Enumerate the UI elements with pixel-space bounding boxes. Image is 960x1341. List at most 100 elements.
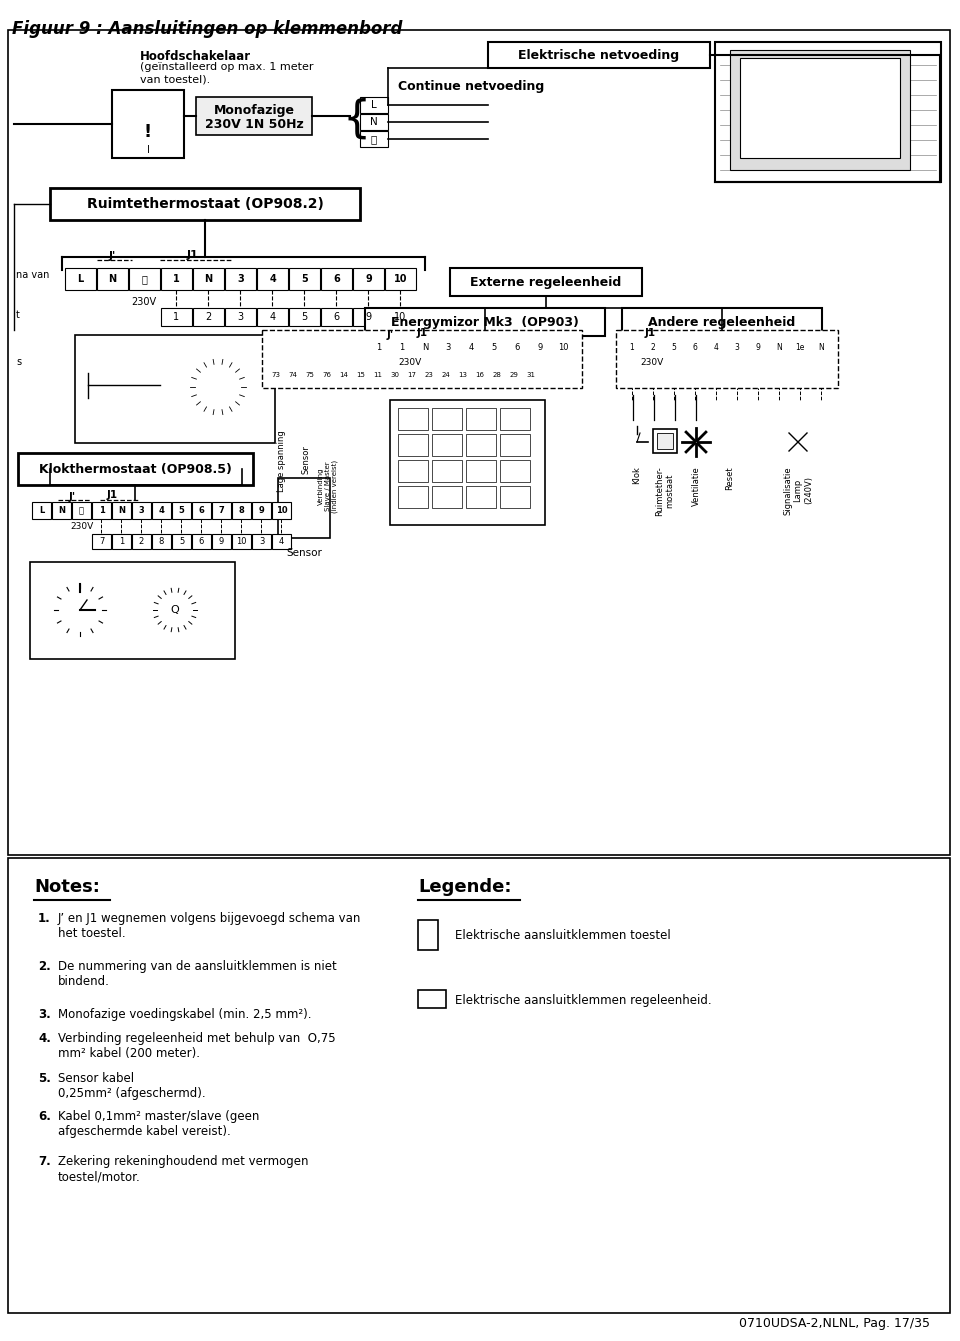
Text: 1: 1 xyxy=(376,342,382,351)
Text: Sensor kabel
0,25mm² (afgeschermd).: Sensor kabel 0,25mm² (afgeschermd). xyxy=(58,1071,205,1100)
Text: 16: 16 xyxy=(475,371,485,378)
Bar xyxy=(432,408,462,430)
Text: De nummering van de aansluitklemmen is niet
bindend.: De nummering van de aansluitklemmen is n… xyxy=(58,960,337,988)
Bar xyxy=(769,339,789,355)
Bar xyxy=(75,335,275,443)
Bar xyxy=(616,330,838,388)
Text: Elektrische aansluitklemmen toestel: Elektrische aansluitklemmen toestel xyxy=(455,928,671,941)
Bar xyxy=(92,534,111,548)
Bar xyxy=(414,339,436,355)
Text: 9: 9 xyxy=(258,506,264,515)
Text: 14: 14 xyxy=(340,371,348,378)
Text: Signalisatie
Lamp
(240V): Signalisatie Lamp (240V) xyxy=(783,467,813,515)
Text: 230V: 230V xyxy=(70,522,94,531)
Text: Sensor: Sensor xyxy=(301,445,310,473)
Text: 17: 17 xyxy=(407,371,417,378)
Text: 1e: 1e xyxy=(795,342,804,351)
Text: J': J' xyxy=(387,330,394,341)
Bar xyxy=(450,268,642,296)
Bar xyxy=(552,339,574,355)
Bar xyxy=(643,339,663,355)
Text: ⏚: ⏚ xyxy=(371,134,377,143)
Text: Reset: Reset xyxy=(726,467,734,489)
Bar xyxy=(272,534,291,548)
Text: L: L xyxy=(78,274,84,284)
Circle shape xyxy=(691,437,701,447)
Text: 6: 6 xyxy=(333,312,340,322)
Bar xyxy=(398,434,428,456)
Text: Continue netvoeding: Continue netvoeding xyxy=(398,80,544,93)
Text: Monofazige: Monofazige xyxy=(213,103,295,117)
Bar xyxy=(370,367,386,382)
Text: 15: 15 xyxy=(356,371,366,378)
Bar xyxy=(196,97,312,135)
Bar xyxy=(152,502,171,519)
Bar xyxy=(472,367,488,382)
Text: J': J' xyxy=(68,492,76,502)
Text: 1: 1 xyxy=(119,536,124,546)
Bar xyxy=(506,339,528,355)
Bar xyxy=(418,990,446,1008)
Text: Ventilatie: Ventilatie xyxy=(691,467,701,506)
Text: N: N xyxy=(108,274,116,284)
Bar xyxy=(132,534,151,548)
Text: 7: 7 xyxy=(219,506,225,515)
Text: 1: 1 xyxy=(174,312,180,322)
Text: ⏚: ⏚ xyxy=(141,274,148,284)
Bar xyxy=(811,339,831,355)
Bar xyxy=(404,367,420,382)
Text: Elektrische aansluitklemmen regeleenheid.: Elektrische aansluitklemmen regeleenheid… xyxy=(455,994,711,1007)
Text: 4.: 4. xyxy=(38,1033,51,1045)
Bar xyxy=(790,339,810,355)
Text: J1: J1 xyxy=(107,489,117,500)
Text: Zekering rekeninghoudend met vermogen
toestel/motor.: Zekering rekeninghoudend met vermogen to… xyxy=(58,1155,308,1183)
Bar xyxy=(272,502,291,519)
Bar xyxy=(368,339,390,355)
Bar xyxy=(523,367,539,382)
Text: N: N xyxy=(204,274,212,284)
Bar xyxy=(390,400,545,524)
Text: ⏚: ⏚ xyxy=(79,506,84,515)
Text: 1.: 1. xyxy=(38,912,51,925)
Bar xyxy=(225,268,256,290)
Text: 7.: 7. xyxy=(38,1155,51,1168)
Bar xyxy=(336,367,352,382)
Text: van toestel).: van toestel). xyxy=(140,74,210,84)
Text: Elektrische netvoeding: Elektrische netvoeding xyxy=(518,48,680,62)
Bar xyxy=(212,502,231,519)
Bar xyxy=(432,460,462,481)
Text: 2: 2 xyxy=(205,312,211,322)
Text: 28: 28 xyxy=(492,371,501,378)
Text: J’ en J1 wegnemen volgens bijgevoegd schema van
het toestel.: J’ en J1 wegnemen volgens bijgevoegd sch… xyxy=(58,912,361,940)
Bar xyxy=(421,367,437,382)
Text: Ruimtethermostaat (OP908.2): Ruimtethermostaat (OP908.2) xyxy=(86,197,324,211)
Text: 230V: 230V xyxy=(398,358,421,366)
Bar xyxy=(715,42,941,182)
Bar xyxy=(483,339,505,355)
Text: 5: 5 xyxy=(492,342,496,351)
Text: Q: Q xyxy=(171,605,180,616)
Bar xyxy=(653,429,677,453)
Bar xyxy=(466,485,496,508)
Text: 6: 6 xyxy=(199,506,204,515)
Text: 10: 10 xyxy=(394,274,407,284)
Text: Andere regeleenheid: Andere regeleenheid xyxy=(648,315,796,329)
Bar xyxy=(622,339,642,355)
Text: 2: 2 xyxy=(139,536,144,546)
Text: 11: 11 xyxy=(373,371,382,378)
Text: 1: 1 xyxy=(630,342,635,351)
Bar xyxy=(212,534,231,548)
Text: Klokthermostaat (OP908.5): Klokthermostaat (OP908.5) xyxy=(38,463,231,476)
Bar xyxy=(353,367,369,382)
Text: Hoofdschakelaar: Hoofdschakelaar xyxy=(140,50,252,63)
Text: 9: 9 xyxy=(366,312,372,322)
Bar xyxy=(112,90,184,158)
Text: J': J' xyxy=(108,251,115,261)
Text: 10: 10 xyxy=(236,536,247,546)
Bar xyxy=(225,308,256,326)
Text: t: t xyxy=(16,310,20,320)
Bar xyxy=(321,268,352,290)
Text: 5: 5 xyxy=(301,312,307,322)
Text: 6: 6 xyxy=(692,342,697,351)
Bar xyxy=(360,114,388,130)
